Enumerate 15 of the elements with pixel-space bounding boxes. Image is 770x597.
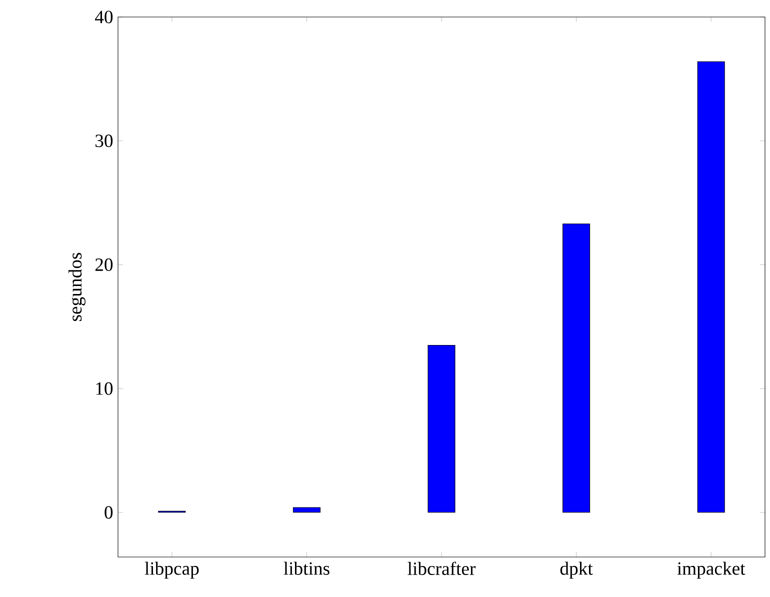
y-tick-label: 0: [104, 506, 113, 519]
y-tick-label: 40: [94, 10, 113, 24]
x-tick-label: libtins: [284, 562, 330, 575]
y-tick-label: 20: [95, 258, 113, 272]
bar: [292, 507, 320, 513]
bar: [697, 61, 725, 513]
x-tick-label: impacket: [677, 562, 746, 579]
x-tick-label: libpcap: [144, 562, 199, 579]
x-tick-label: libcrafter: [408, 562, 476, 576]
bar: [428, 344, 456, 513]
y-tick-label: 10: [96, 382, 113, 395]
bar: [562, 224, 590, 513]
y-tick-label: 30: [96, 134, 113, 148]
x-tick-label: dpkt: [560, 562, 593, 579]
y-axis-title: segundos: [68, 252, 86, 321]
